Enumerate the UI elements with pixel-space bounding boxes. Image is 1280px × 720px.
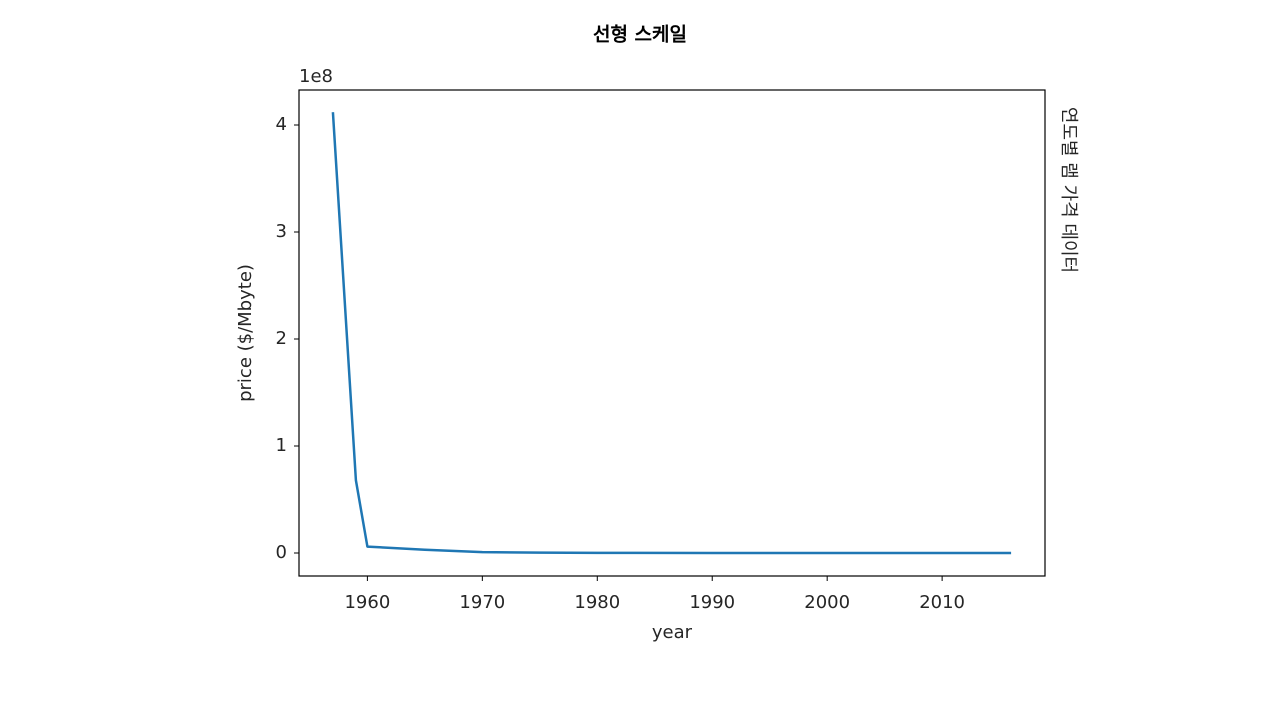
x-tick-label: 2010 <box>919 592 965 613</box>
y-axis-label: price ($/Mbyte) <box>235 264 256 402</box>
y-offset-text: 1e8 <box>299 66 333 87</box>
y-tick-label: 1 <box>276 435 287 456</box>
x-tick-label: 1980 <box>574 592 620 613</box>
chart-title: 선형 스케일 <box>593 24 687 46</box>
x-tick-label: 2000 <box>804 592 850 613</box>
y-tick-label: 3 <box>276 221 287 242</box>
x-tick-label: 1960 <box>344 592 390 613</box>
x-tick-label: 1990 <box>689 592 735 613</box>
side-text: 연도별 램 가격 데이터 <box>1058 107 1079 273</box>
y-tick-label: 2 <box>276 328 287 349</box>
y-tick-label: 0 <box>276 542 287 563</box>
data-line <box>331 112 1012 555</box>
y-tick-label: 4 <box>276 114 287 135</box>
x-axis-label: year <box>652 622 693 643</box>
x-tick-label: 1970 <box>459 592 505 613</box>
plot-frame <box>298 89 1046 577</box>
